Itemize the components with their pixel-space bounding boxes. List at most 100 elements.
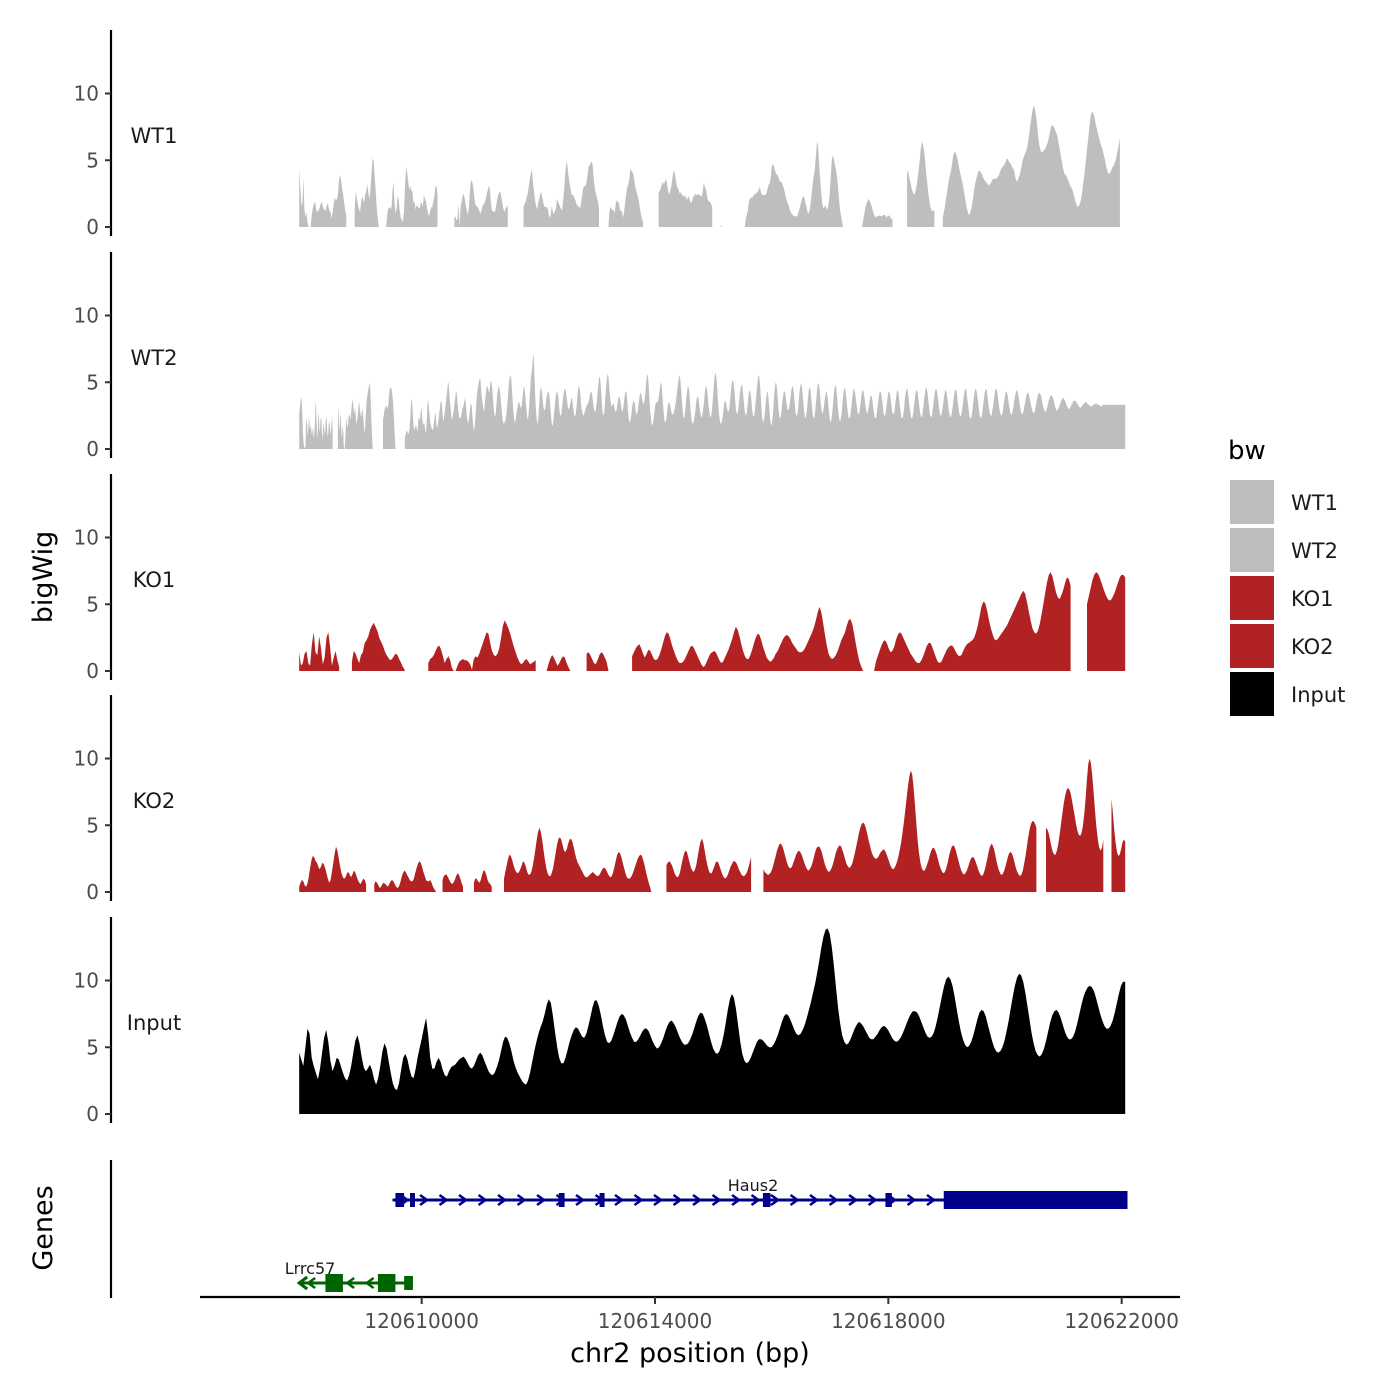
track-ko2: 0 5 10 KO2 [74, 695, 1126, 904]
strand-arrow [692, 1193, 703, 1207]
signal-area-ko1 [351, 622, 405, 671]
legend-swatch-input [1230, 672, 1274, 716]
strand-arrow [536, 1193, 547, 1207]
strand-arrow [867, 1193, 878, 1207]
strand-arrow [926, 1193, 937, 1207]
y-tick-label: 0 [86, 880, 99, 904]
signal-area-ko2 [299, 846, 367, 892]
exon [325, 1274, 343, 1292]
y-tick-label: 10 [74, 526, 99, 550]
legend-swatch-wt1 [1230, 480, 1274, 524]
x-tick-label: 120610000 [364, 1309, 479, 1333]
y-tick-label: 5 [86, 1035, 99, 1059]
signal-area-ko1 [299, 632, 340, 671]
gene-label: Lrrc57 [285, 1259, 336, 1278]
legend: bw WT1 WT2 KO1 KO2 Input [1228, 436, 1345, 716]
y-tick-label: 5 [86, 592, 99, 616]
strand-arrow [575, 1193, 586, 1207]
exon [377, 1274, 396, 1292]
signal-area-wt1 [942, 105, 1120, 227]
y-tick-label: 0 [86, 437, 99, 461]
y-tick-label: 5 [86, 370, 99, 394]
signal-area-ko2 [763, 770, 1037, 892]
strand-arrow [848, 1193, 859, 1207]
y-tick-label: 5 [86, 813, 99, 837]
signal-tracks: 0 5 10 WT1 0 5 10 WT2 0 5 10 KO1 0 5 10 KO2 0 5 10 Input [74, 30, 1126, 1126]
signal-area-ko2 [442, 873, 463, 892]
y-tick-label: 5 [86, 148, 99, 172]
signal-area-wt2 [299, 396, 333, 449]
legend-label-wt1: WT1 [1291, 491, 1338, 515]
signal-area-wt2 [404, 354, 1126, 449]
exon [599, 1193, 605, 1207]
strand-arrow [750, 1193, 761, 1207]
strand-arrow [672, 1193, 683, 1207]
strand-arrow [306, 1276, 316, 1290]
signal-area-ko1 [428, 620, 536, 671]
signal-area-wt1 [454, 180, 508, 227]
strand-arrow [906, 1193, 917, 1207]
legend-title: bw [1228, 436, 1266, 466]
signal-area-ko2 [473, 870, 492, 892]
track-wt2: 0 5 10 WT2 [74, 252, 1126, 461]
signal-area-wt1 [606, 168, 643, 227]
signal-area-wt1 [523, 160, 599, 227]
y-tick-label: 0 [86, 1102, 99, 1126]
track-label: WT1 [131, 124, 178, 148]
x-tick-label: 120614000 [598, 1309, 713, 1333]
gene-track: Haus2 Lrrc57 [109, 1160, 1128, 1298]
legend-label-input: Input [1291, 683, 1345, 707]
track-ko1: 0 5 10 KO1 [74, 474, 1126, 683]
signal-area-wt1 [299, 168, 347, 227]
strand-arrow [438, 1193, 449, 1207]
y-tick-label: 10 [74, 304, 99, 328]
legend-label-ko1: KO1 [1291, 587, 1334, 611]
y-tick-label: 10 [74, 969, 99, 993]
gene-track-title: Genes [28, 1185, 59, 1270]
exon [943, 1191, 1128, 1209]
track-wt1: 0 5 10 WT1 [74, 30, 1120, 239]
legend-label-wt2: WT2 [1291, 539, 1338, 563]
strand-arrow [770, 1193, 781, 1207]
y-tick-label: 0 [86, 215, 99, 239]
signal-area-wt1 [720, 141, 893, 227]
strand-arrow [828, 1193, 839, 1207]
track-input: 0 5 10 Input [74, 917, 1126, 1126]
x-tick-label: 120622000 [1064, 1309, 1179, 1333]
strand-arrow [458, 1193, 469, 1207]
signal-area-ko2 [504, 827, 655, 892]
legend-swatch-wt2 [1230, 528, 1274, 572]
strand-arrow [296, 1275, 309, 1291]
strand-arrow [419, 1193, 430, 1207]
signal-area-ko1 [586, 652, 609, 671]
strand-arrow [653, 1193, 664, 1207]
track-label: KO2 [133, 789, 176, 813]
signal-area-wt1 [658, 170, 713, 227]
exon [395, 1193, 405, 1207]
signal-area-ko2 [374, 861, 436, 892]
signal-area-wt1 [907, 141, 935, 227]
strand-arrow [633, 1193, 644, 1207]
y-tick-label: 10 [74, 82, 99, 106]
gene-lrrc57: Lrrc57 [285, 1259, 413, 1292]
exon [404, 1276, 413, 1290]
gene-label: Haus2 [728, 1176, 779, 1195]
signal-area-input [299, 928, 1126, 1114]
signal-area-wt2 [383, 387, 398, 449]
exon [410, 1193, 415, 1207]
signal-area-wt1 [354, 158, 438, 227]
signal-area-ko1 [632, 572, 1071, 671]
signal-area-ko2 [1111, 798, 1126, 892]
y-axis-title: bigWig [28, 531, 59, 624]
signal-area-wt2 [337, 382, 378, 449]
strand-arrow [731, 1193, 742, 1207]
y-tick-label: 0 [86, 659, 99, 683]
strand-arrow [809, 1193, 820, 1207]
strand-arrow [345, 1276, 355, 1290]
legend-swatch-ko1 [1230, 576, 1274, 620]
strand-arrow [497, 1193, 508, 1207]
track-label: WT2 [131, 346, 178, 370]
strand-arrow [789, 1193, 800, 1207]
strand-arrow [477, 1193, 488, 1207]
